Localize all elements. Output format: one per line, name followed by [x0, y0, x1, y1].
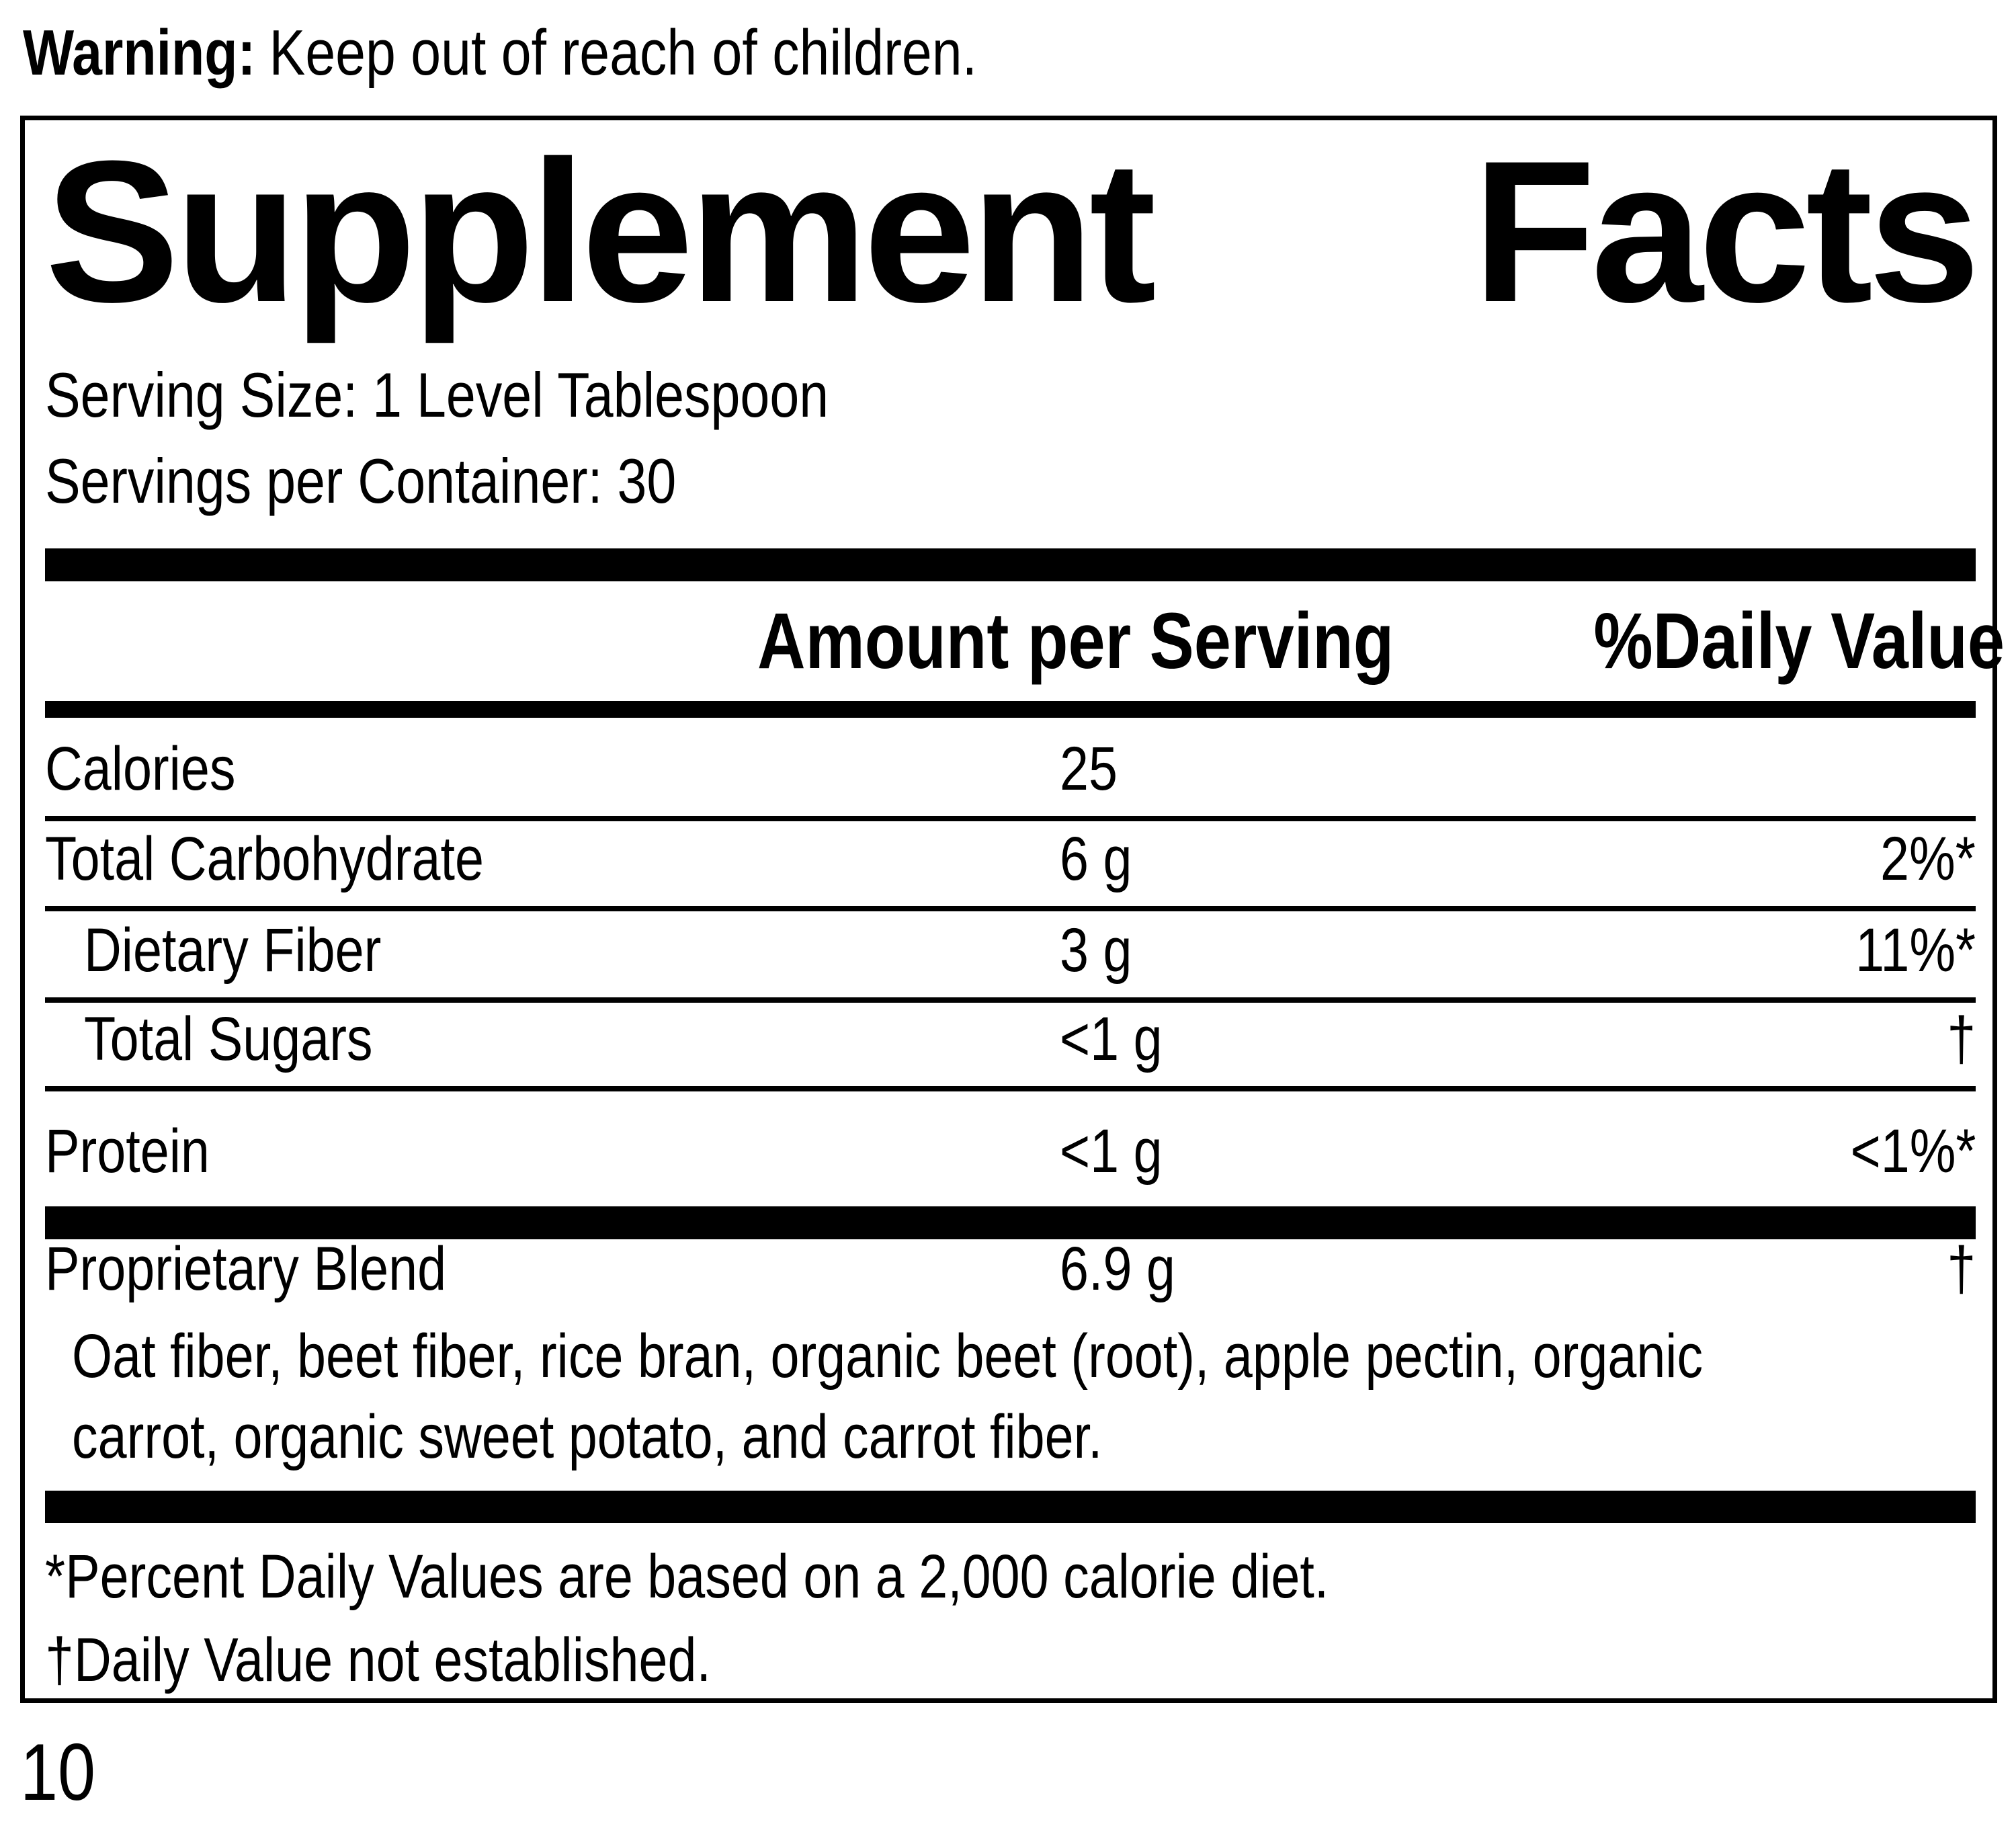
table-row-protein: Protein <1 g <1%* — [45, 1091, 1976, 1206]
table-row-dietary-fiber: Dietary Fiber 3 g 11%* — [45, 911, 1976, 1003]
servings-per-container-line: Servings per Container: 30 — [45, 446, 677, 516]
row-label: Proprietary Blend — [45, 1235, 447, 1303]
supplement-facts-panel: Supplement Facts Serving Size: 1 Level T… — [20, 116, 2005, 1703]
row-amount: <1 g — [1060, 1005, 1163, 1073]
footnote-daily-value-not-established: †Daily Value not established. — [45, 1626, 711, 1694]
page-number: 10 — [20, 1727, 96, 1817]
table-row-total-carbohydrate: Total Carbohydrate 6 g 2%* — [45, 821, 1976, 911]
row-daily-value: 2%* — [1880, 825, 1976, 893]
medium-divider-under-header — [45, 701, 1976, 718]
row-label: Dietary Fiber — [84, 916, 382, 985]
thick-divider-bottom — [45, 1491, 1976, 1523]
row-amount: 6.9 g — [1060, 1235, 1175, 1303]
table-row-total-sugars: Total Sugars <1 g † — [45, 1003, 1976, 1091]
row-amount: 3 g — [1060, 916, 1132, 985]
col-header-daily-value: %Daily Value — [1593, 597, 2005, 686]
row-label: Total Carbohydrate — [45, 825, 484, 893]
panel-title: Supplement Facts — [45, 118, 1980, 344]
row-label: Protein — [45, 1117, 210, 1186]
row-amount: 6 g — [1060, 825, 1132, 893]
row-daily-value: <1%* — [1850, 1117, 1976, 1186]
col-header-amount-per-serving: Amount per Serving — [757, 597, 1394, 686]
thick-divider-middle — [45, 1206, 1976, 1239]
row-amount: 25 — [1060, 735, 1118, 803]
row-label: Total Sugars — [84, 1005, 373, 1073]
title-word-supplement: Supplement — [45, 118, 1157, 344]
warning-line: Warning: Keep out of reach of children. — [23, 9, 1159, 97]
footnote-percent-daily-values: *Percent Daily Values are based on a 2,0… — [45, 1542, 1329, 1611]
title-word-facts: Facts — [1472, 118, 1980, 344]
row-daily-value: 11%* — [1855, 916, 1976, 985]
table-row-proprietary-blend: Proprietary Blend 6.9 g † — [45, 1235, 1976, 1312]
table-row-calories: Calories 25 — [45, 718, 1976, 821]
row-daily-value: † — [1947, 1005, 1976, 1073]
serving-size-line: Serving Size: 1 Level Tablespoon — [45, 360, 829, 430]
thick-divider-top — [45, 548, 1976, 581]
row-label: Calories — [45, 735, 236, 803]
serving-info: Serving Size: 1 Level Tablespoon Serving… — [45, 352, 1976, 524]
row-daily-value: † — [1947, 1235, 1976, 1303]
row-amount: <1 g — [1060, 1117, 1163, 1186]
column-header-row: Amount per Serving %Daily Value — [45, 581, 2005, 701]
blend-ingredient-description: Oat fiber, beet fiber, rice bran, organi… — [72, 1322, 1704, 1471]
warning-label: Warning: — [23, 17, 256, 89]
warning-text: Keep out of reach of children. — [269, 17, 978, 89]
